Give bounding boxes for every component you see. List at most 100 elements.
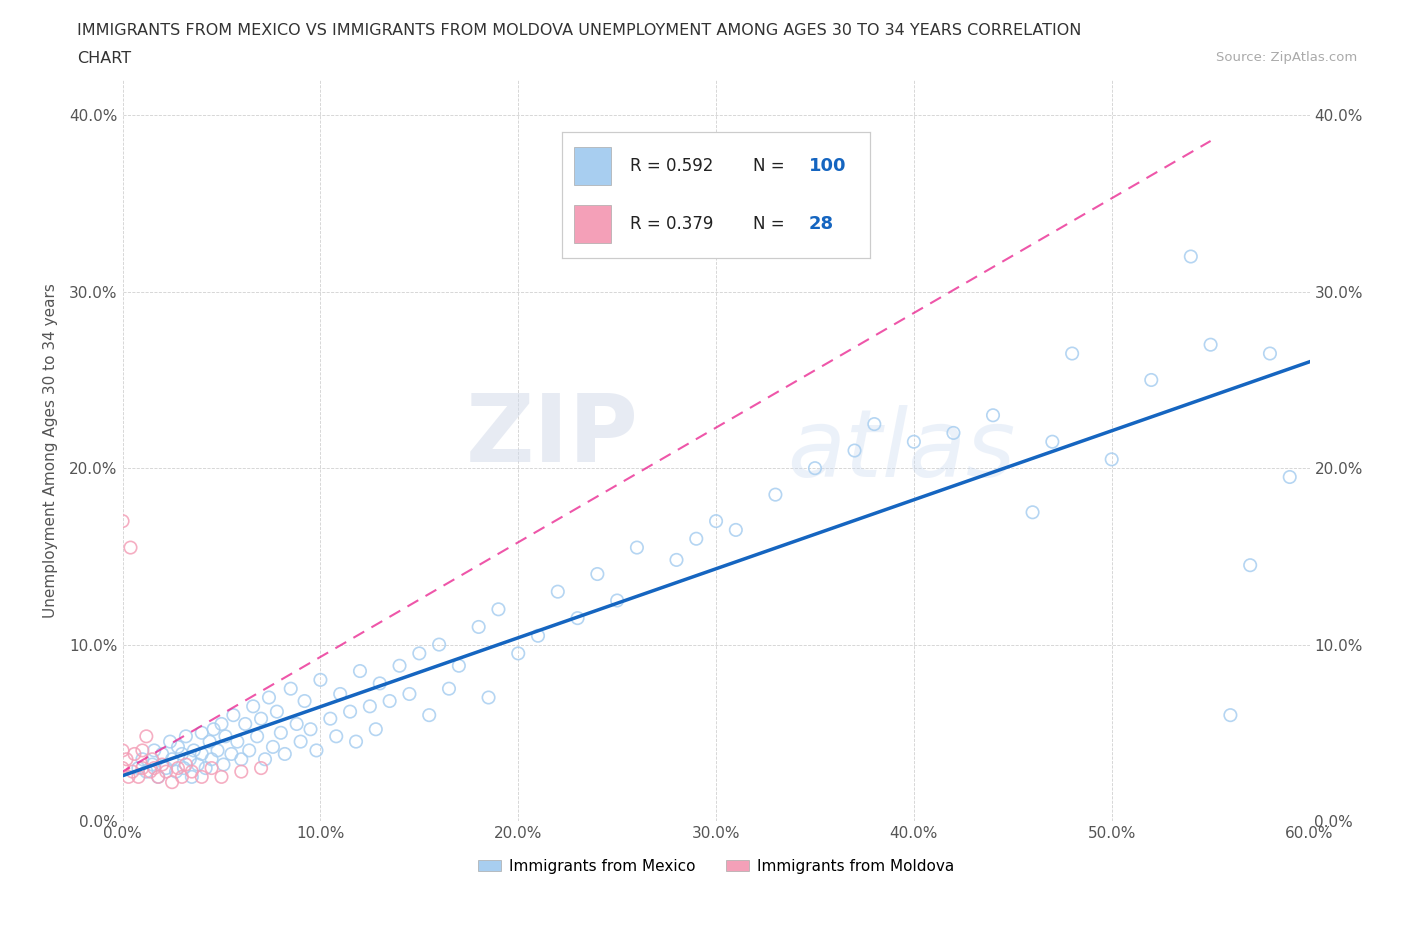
Point — [231, 764, 253, 779]
Point — [198, 734, 221, 749]
Point — [567, 611, 589, 626]
Point — [190, 769, 212, 784]
Point — [190, 747, 212, 762]
Point — [1239, 558, 1261, 573]
Point — [250, 761, 273, 776]
Point — [1040, 434, 1063, 449]
Point — [135, 764, 157, 779]
Point — [339, 704, 361, 719]
Point — [290, 734, 312, 749]
Point — [131, 761, 153, 776]
Point — [804, 460, 827, 475]
Point — [135, 729, 157, 744]
Point — [1140, 373, 1163, 388]
Point — [325, 729, 347, 744]
Point — [344, 734, 367, 749]
Point — [127, 769, 149, 784]
Point — [111, 743, 134, 758]
Point — [115, 751, 138, 766]
Point — [606, 593, 628, 608]
Point — [388, 658, 411, 673]
Point — [527, 629, 550, 644]
Point — [117, 769, 139, 784]
Point — [294, 694, 316, 709]
Point — [262, 739, 284, 754]
Point — [167, 739, 190, 754]
Point — [942, 425, 965, 440]
Point — [141, 757, 163, 772]
Point — [111, 761, 134, 776]
Point — [863, 417, 886, 432]
Point — [1062, 346, 1084, 361]
Point — [211, 769, 233, 784]
Point — [477, 690, 499, 705]
Point — [111, 513, 134, 528]
Point — [155, 764, 177, 779]
Point — [250, 711, 273, 726]
Text: Source: ZipAtlas.com: Source: ZipAtlas.com — [1216, 51, 1357, 64]
Point — [981, 408, 1004, 423]
Point — [190, 725, 212, 740]
Point — [233, 716, 256, 731]
Point — [467, 619, 489, 634]
Point — [212, 757, 235, 772]
Point — [226, 734, 249, 749]
Point — [349, 664, 371, 679]
Point — [309, 672, 332, 687]
Text: CHART: CHART — [77, 51, 131, 66]
Text: IMMIGRANTS FROM MEXICO VS IMMIGRANTS FROM MOLDOVA UNEMPLOYMENT AMONG AGES 30 TO : IMMIGRANTS FROM MEXICO VS IMMIGRANTS FRO… — [77, 23, 1081, 38]
Point — [170, 747, 193, 762]
Point — [508, 646, 530, 661]
Point — [488, 602, 510, 617]
Legend: Immigrants from Mexico, Immigrants from Moldova: Immigrants from Mexico, Immigrants from … — [472, 853, 960, 880]
Text: ZIP: ZIP — [465, 390, 638, 482]
Point — [173, 761, 195, 776]
Point — [201, 761, 224, 776]
Point — [159, 734, 181, 749]
Point — [231, 751, 253, 766]
Point — [222, 708, 245, 723]
Point — [170, 769, 193, 784]
Point — [183, 743, 205, 758]
Point — [148, 769, 170, 784]
Point — [180, 769, 202, 784]
Point — [299, 722, 322, 737]
Point — [378, 694, 401, 709]
Point — [150, 747, 173, 762]
Point — [160, 775, 183, 790]
Point — [194, 761, 217, 776]
Point — [187, 757, 209, 772]
Point — [1219, 708, 1241, 723]
Point — [214, 729, 236, 744]
Point — [398, 686, 420, 701]
Y-axis label: Unemployment Among Ages 30 to 34 years: Unemployment Among Ages 30 to 34 years — [44, 283, 58, 618]
Point — [165, 764, 187, 779]
Point — [174, 729, 197, 744]
Point — [586, 566, 609, 581]
Point — [547, 584, 569, 599]
Point — [274, 747, 297, 762]
Point — [1278, 470, 1301, 485]
Point — [1021, 505, 1043, 520]
Point — [180, 764, 202, 779]
Point — [266, 704, 288, 719]
Point — [167, 761, 190, 776]
Point — [319, 711, 342, 726]
Point — [120, 540, 142, 555]
Point — [364, 722, 387, 737]
Point — [1180, 249, 1202, 264]
Point — [121, 764, 143, 779]
Point — [211, 716, 233, 731]
Point — [150, 757, 173, 772]
Point — [844, 443, 866, 458]
Point — [329, 686, 352, 701]
Point — [143, 761, 166, 776]
Point — [131, 743, 153, 758]
Point — [201, 751, 224, 766]
Point — [437, 682, 460, 697]
Point — [242, 698, 264, 713]
Point — [685, 531, 707, 546]
Point — [763, 487, 786, 502]
Point — [270, 725, 292, 740]
Point — [139, 764, 162, 779]
